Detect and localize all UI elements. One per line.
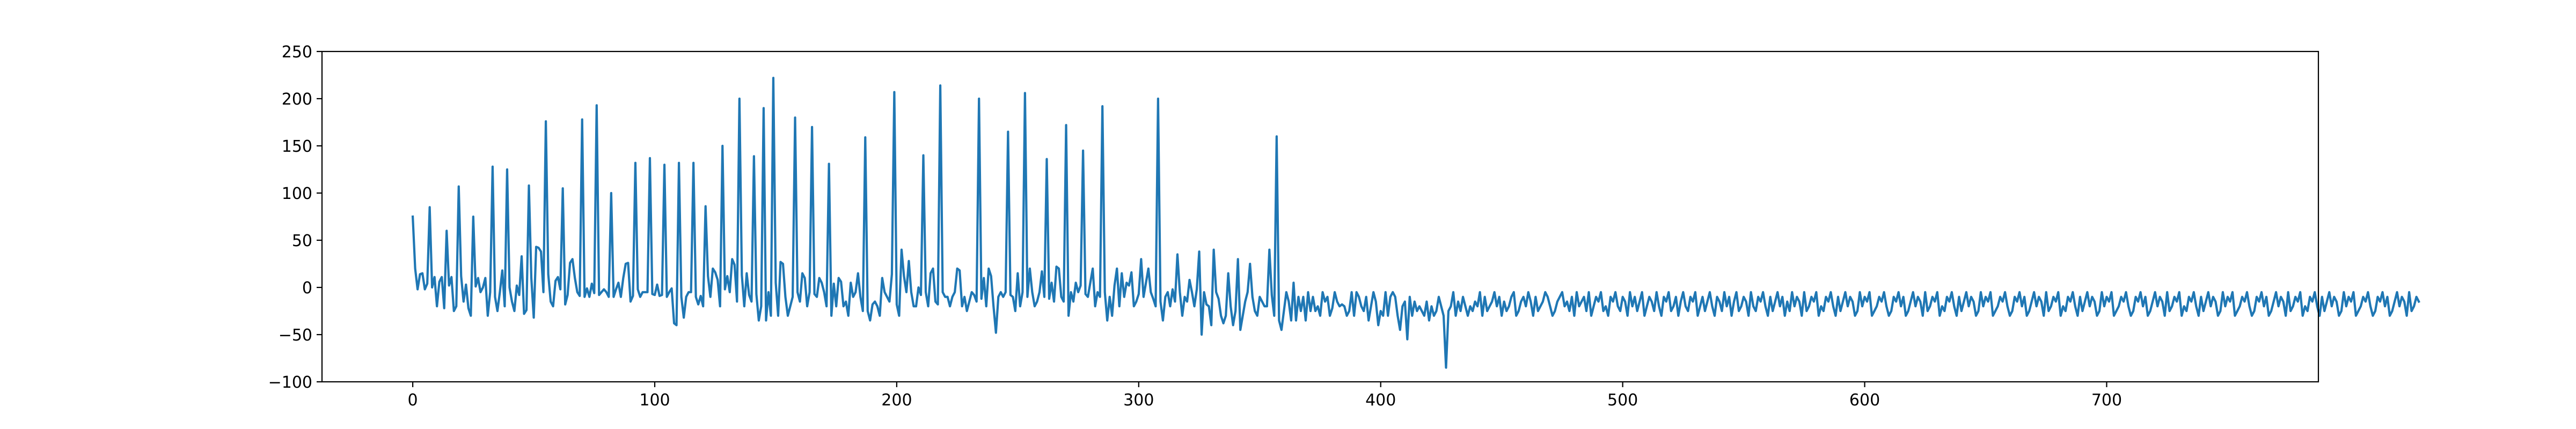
axes-frame — [321, 50, 2319, 383]
x-tick-label: 100 — [639, 391, 670, 410]
x-tick-label: 400 — [1365, 391, 1396, 410]
y-tick-label: 150 — [282, 137, 312, 156]
series-line-0 — [411, 77, 2420, 369]
x-tick-label: 0 — [408, 391, 418, 410]
y-tick-label: −100 — [268, 373, 312, 392]
x-tick-label: 500 — [1607, 391, 1638, 410]
y-tick-label: 50 — [292, 232, 312, 250]
y-tick-label: −50 — [279, 326, 312, 345]
y-tick-label: 250 — [282, 43, 312, 62]
x-tick-label: 300 — [1123, 391, 1154, 410]
x-tick-label: 600 — [1849, 391, 1880, 410]
axes: 0 100 200 300 400 500 600 700 −100 −50 0 50 100 150 20… — [268, 43, 2122, 410]
y-tick-label: 100 — [282, 184, 312, 203]
y-tick-label: 0 — [302, 279, 312, 298]
y-tick-label: 200 — [282, 90, 312, 109]
x-tick-label: 200 — [881, 391, 912, 410]
plot-area — [411, 77, 2420, 369]
x-tick-label: 700 — [2091, 391, 2122, 410]
